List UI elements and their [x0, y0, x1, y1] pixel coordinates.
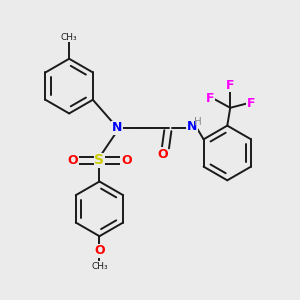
Text: F: F	[206, 92, 214, 105]
Text: N: N	[187, 120, 197, 133]
Text: F: F	[247, 97, 255, 110]
Text: H: H	[194, 117, 202, 127]
Text: CH₃: CH₃	[91, 262, 108, 271]
Text: O: O	[157, 148, 168, 161]
Text: N: N	[112, 121, 122, 134]
Text: F: F	[226, 79, 235, 92]
Text: S: S	[94, 153, 104, 167]
Text: O: O	[68, 154, 78, 167]
Text: O: O	[94, 244, 105, 257]
Text: O: O	[121, 154, 131, 167]
Text: CH₃: CH₃	[61, 33, 77, 42]
